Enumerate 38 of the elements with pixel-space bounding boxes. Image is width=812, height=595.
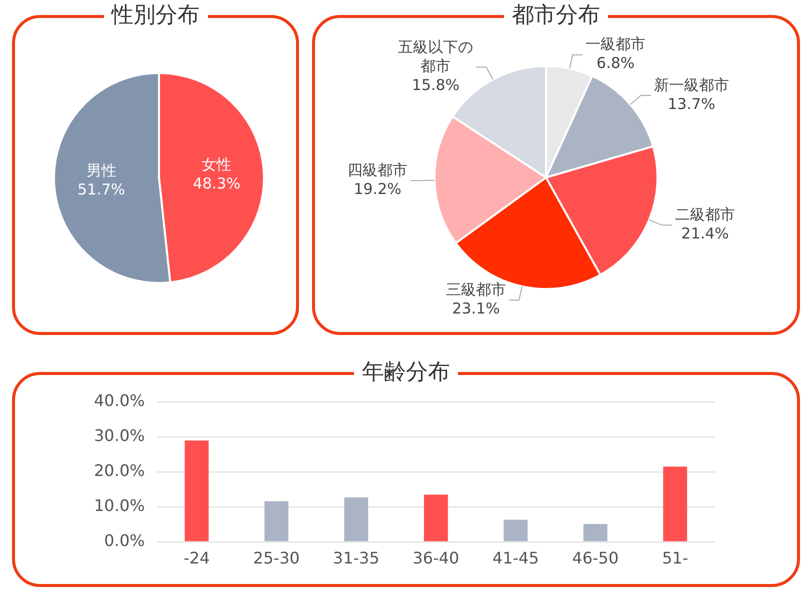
bar [424, 494, 448, 542]
bar [663, 466, 688, 542]
y-tick-label: 20.0% [94, 461, 145, 480]
slice-label: 三級都市 [446, 280, 506, 298]
y-tick-label: 30.0% [94, 426, 145, 446]
x-tick-label: -24 [184, 548, 210, 568]
x-tick-label: 25-30 [253, 548, 300, 568]
bar [264, 501, 288, 542]
data-label: 23.1% [452, 299, 500, 318]
chart-title: 都市分布 [504, 3, 608, 28]
data-label: 48.3% [192, 174, 240, 192]
x-tick-label: 51- [662, 548, 688, 568]
slice-label: 五級以下の都市 [398, 38, 474, 76]
slice-label: 二級都市 [675, 206, 736, 224]
slice-label: 四級都市 [348, 161, 408, 180]
data-label: 15.8% [412, 76, 460, 94]
slice-label: 女性 [202, 155, 232, 174]
data-label: 6.8% [596, 54, 635, 72]
y-tick-label: 10.0% [94, 496, 145, 516]
slice-label: 男性 [86, 161, 116, 180]
y-tick-label: 40.0% [94, 391, 145, 410]
bar [344, 497, 368, 542]
x-tick-label: 41-45 [492, 548, 539, 568]
slice-label: 新一級都市 [654, 76, 729, 94]
data-label: 19.2% [354, 180, 402, 198]
chart-title: 年齢分布 [354, 360, 458, 385]
data-label: 21.4% [681, 224, 729, 243]
x-tick-label: 36-40 [412, 548, 460, 568]
data-label: 51.7% [78, 180, 126, 198]
bar [583, 524, 608, 542]
bar [184, 440, 209, 542]
bar [504, 520, 528, 542]
x-tick-label: 31-35 [332, 548, 380, 568]
chart-title: 性別分布 [104, 3, 208, 28]
y-tick-label: 0.0% [104, 530, 145, 550]
slice-label: 一級都市 [586, 35, 646, 54]
data-label: 13.7% [668, 94, 716, 113]
x-tick-label: 46-50 [572, 548, 619, 568]
